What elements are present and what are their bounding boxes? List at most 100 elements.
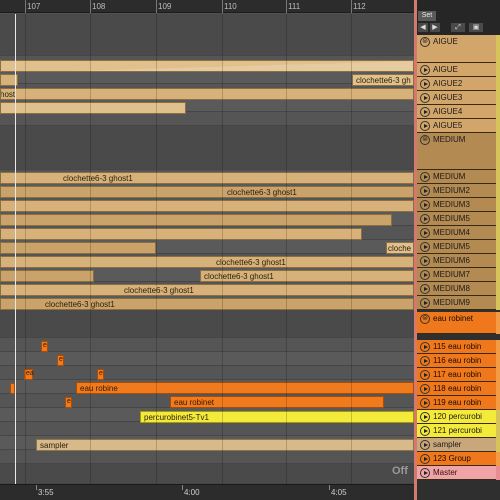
activator-icon[interactable] (420, 186, 430, 196)
track-header[interactable]: MEDIUM2 (417, 184, 496, 198)
fold-icon[interactable]: ⊜ (420, 314, 430, 324)
track-header[interactable]: 123 Group (417, 452, 496, 466)
activator-icon[interactable] (420, 398, 430, 408)
track-header[interactable]: AIGUE2 (417, 77, 496, 91)
expand-icon[interactable]: ⤢ (451, 23, 465, 32)
track-header[interactable]: MEDIUM6 (417, 254, 496, 268)
activator-icon[interactable] (420, 356, 430, 366)
track-header[interactable]: MEDIUM4 (417, 226, 496, 240)
lane[interactable] (0, 422, 414, 436)
mini-clip[interactable]: e (57, 355, 64, 366)
track-header[interactable]: AIGUE3 (417, 91, 496, 105)
track-header[interactable]: 120 percurobi (417, 410, 496, 424)
track-header[interactable]: sampler (417, 438, 496, 452)
track-header[interactable]: AIGUE (417, 63, 496, 77)
lock-icon[interactable]: ▣ (469, 23, 483, 32)
clip-medium5c[interactable]: cloche (386, 242, 414, 254)
track-header[interactable]: MEDIUM7 (417, 268, 496, 282)
activator-icon[interactable] (420, 426, 430, 436)
clip-eau-robine[interactable]: eau robine (76, 382, 414, 394)
mini-clip[interactable] (10, 383, 15, 394)
clip-medium5[interactable] (0, 214, 392, 226)
mini-clip[interactable]: e (97, 369, 104, 380)
track-header[interactable]: 118 eau robin (417, 382, 496, 396)
clip-percurobinet[interactable]: percurobinet5-Tv1 (140, 411, 414, 423)
clip-aigue3[interactable]: host (0, 88, 414, 100)
clip-medium4[interactable] (0, 228, 362, 240)
clip-medium2[interactable]: clochette6-3 ghost1 (0, 186, 414, 198)
clip-medium8[interactable]: clochette6-3 ghost1 (0, 284, 414, 296)
track-header[interactable]: MEDIUM (417, 170, 496, 184)
lane[interactable] (0, 112, 414, 126)
clip-medium6[interactable]: clochette6-3 ghost1 (0, 256, 414, 268)
lane[interactable] (0, 352, 414, 366)
clip-aigue2-start[interactable] (0, 74, 18, 86)
track-header[interactable]: MEDIUM5 (417, 240, 496, 254)
arrow-right-icon[interactable]: ▶ (430, 23, 440, 32)
activator-icon[interactable] (420, 298, 430, 308)
mini-clip[interactable]: ea (24, 369, 34, 380)
clip-medium3[interactable] (0, 200, 414, 212)
beat-ruler[interactable]: 107 108 109 110 111 112 (0, 0, 414, 13)
track-header[interactable]: ⊜ MEDIUM (417, 133, 496, 170)
lane[interactable] (0, 70, 414, 84)
track-header[interactable]: 116 eau robin (417, 354, 496, 368)
activator-icon[interactable] (420, 242, 430, 252)
track-header[interactable]: AIGUE5 (417, 119, 496, 133)
track-header[interactable]: 117 eau robin (417, 368, 496, 382)
activator-icon[interactable] (420, 172, 430, 182)
track-header[interactable]: AIGUE4 (417, 105, 496, 119)
clip-medium[interactable]: clochette6-3 ghost1 (0, 172, 414, 184)
track-header[interactable]: ⊜ eau robinet (417, 312, 496, 334)
activator-icon[interactable] (420, 256, 430, 266)
track-header[interactable]: MEDIUM3 (417, 198, 496, 212)
clip-medium7[interactable]: clochette6-3 ghost1 (200, 270, 414, 282)
clip-aigue[interactable] (0, 60, 414, 72)
fold-icon[interactable]: ⊜ (420, 135, 430, 145)
lane-eau-group[interactable] (0, 310, 414, 338)
arrow-left-icon[interactable]: ◀ (418, 23, 428, 32)
mini-clip[interactable]: e (65, 397, 72, 408)
activator-icon[interactable] (420, 65, 430, 75)
activator-icon[interactable] (420, 79, 430, 89)
track-header[interactable]: MEDIUM5 (417, 212, 496, 226)
clip-medium9[interactable]: clochette6-3 ghost1 (0, 298, 414, 310)
arrangement-view[interactable]: 107 108 109 110 111 112 (0, 0, 414, 500)
activator-icon[interactable] (420, 384, 430, 394)
time-ruler[interactable]: 3:55 4:00 4:05 (0, 484, 414, 500)
clip-medium7a[interactable] (0, 270, 94, 282)
mini-clip[interactable]: e (41, 341, 48, 352)
activator-icon[interactable] (420, 270, 430, 280)
playhead[interactable] (15, 14, 16, 484)
activator-icon[interactable] (420, 93, 430, 103)
panel-separator[interactable] (414, 0, 417, 500)
track-header[interactable]: 119 eau robin (417, 396, 496, 410)
track-header[interactable]: 121 percurobi (417, 424, 496, 438)
lane-medium-group[interactable] (0, 126, 414, 170)
activator-icon[interactable] (420, 370, 430, 380)
lane[interactable] (0, 450, 414, 464)
fold-icon[interactable]: ⊜ (420, 37, 430, 47)
track-lanes[interactable]: clochette6-3 gh host clochette6-3 ghost1… (0, 14, 414, 484)
activator-icon[interactable] (420, 454, 430, 464)
activator-icon[interactable] (420, 412, 430, 422)
clip-aigue2[interactable]: clochette6-3 gh (352, 74, 414, 86)
activator-icon[interactable] (420, 121, 430, 131)
track-header[interactable]: ⊜ AIGUE (417, 35, 496, 63)
activator-icon[interactable] (420, 342, 430, 352)
set-button[interactable]: Set (418, 11, 436, 21)
clip-medium5b[interactable] (0, 242, 156, 254)
activator-icon[interactable] (420, 200, 430, 210)
activator-icon[interactable] (420, 468, 430, 478)
lane[interactable] (0, 464, 414, 484)
clip-eau-robinet[interactable]: eau robinet (170, 396, 384, 408)
activator-icon[interactable] (420, 214, 430, 224)
clip-sampler[interactable]: sampler (36, 439, 414, 451)
track-header[interactable]: MEDIUM8 (417, 282, 496, 296)
lane-aigue-group[interactable] (0, 14, 414, 56)
clip-aigue4[interactable] (0, 102, 186, 114)
lane[interactable] (0, 338, 414, 352)
activator-icon[interactable] (420, 107, 430, 117)
track-header[interactable]: Master (417, 466, 496, 480)
activator-icon[interactable] (420, 284, 430, 294)
